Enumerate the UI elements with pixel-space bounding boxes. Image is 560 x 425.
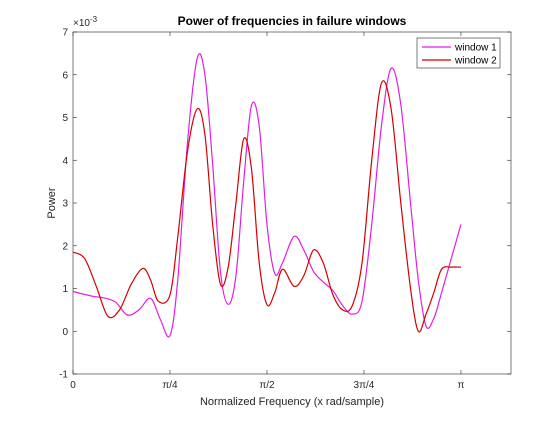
plot-area (73, 32, 511, 374)
x-tick-label: π (458, 380, 465, 391)
y-tick-label: 3 (62, 199, 68, 210)
x-axis-label: Normalized Frequency (x rad/sample) (200, 396, 384, 408)
y-tick-label: 2 (62, 241, 68, 252)
y-tick-label: 1 (62, 284, 68, 295)
x-tick-label: π/2 (259, 380, 275, 391)
chart-title: Power of frequencies in failure windows (178, 14, 407, 28)
y-tick-label: 0 (62, 327, 68, 338)
legend-label-window-1: window 1 (454, 43, 497, 54)
legend-box (416, 37, 501, 69)
y-tick-label: 4 (62, 156, 68, 167)
legend: window 1 window 2 (416, 37, 501, 69)
x-tick-label: 0 (70, 380, 76, 391)
x-tick-label: 3π/4 (354, 380, 375, 391)
series-layer (72, 53, 462, 338)
y-exponent-power: -3 (90, 15, 98, 24)
y-tick-label: 6 (62, 70, 68, 81)
series-line-window-2 (72, 80, 461, 333)
y-axis-label: Power (46, 187, 58, 219)
y-tick-label: 7 (62, 28, 68, 39)
y-exponent-label: ×10-3 (73, 15, 98, 29)
x-tick-label: π/4 (162, 380, 178, 391)
y-tick-label: -1 (59, 370, 68, 381)
legend-label-window-2: window 2 (454, 56, 497, 67)
y-tick-label: 5 (62, 113, 68, 124)
x-ticks: 0 π/4 π/2 3π/4 π (70, 32, 465, 391)
y-ticks: -1 0 1 2 3 4 5 6 7 (59, 28, 511, 381)
series-line-window-1 (72, 53, 462, 338)
y-exponent-base: ×10 (73, 18, 90, 29)
